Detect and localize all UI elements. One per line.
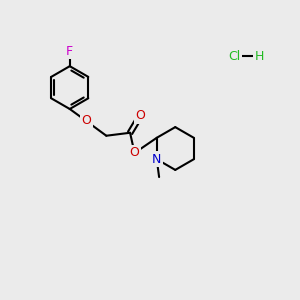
Text: N: N <box>152 153 161 166</box>
Text: O: O <box>136 109 146 122</box>
Text: O: O <box>130 146 140 160</box>
Text: H: H <box>254 50 264 63</box>
Text: Cl: Cl <box>229 50 241 63</box>
Text: O: O <box>81 114 91 128</box>
Text: F: F <box>66 45 73 58</box>
